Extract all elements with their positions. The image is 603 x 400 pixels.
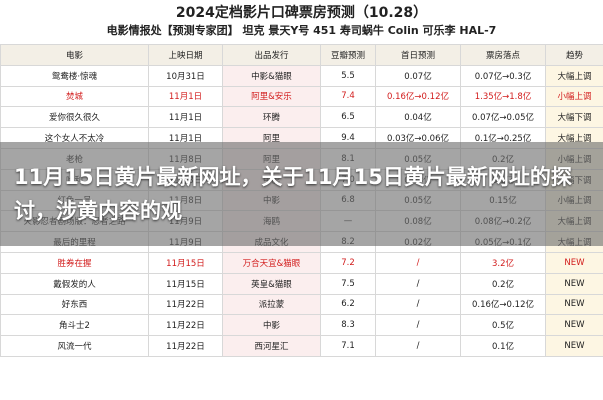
table-cell: 阿里&安乐 bbox=[222, 85, 321, 108]
table-cell: 11月22日 bbox=[148, 314, 223, 337]
table-cell: 7.1 bbox=[320, 335, 376, 357]
table-cell: / bbox=[375, 314, 461, 337]
table-cell: / bbox=[375, 293, 461, 316]
table-cell: 1.35亿→1.8亿 bbox=[460, 85, 546, 108]
table-cell: 11月1日 bbox=[148, 85, 223, 108]
overlay-headline: 11月15日黄片最新网址，关于11月15日黄片最新网址的探讨，涉黄内容的观 bbox=[0, 142, 603, 246]
table-cell: 0.5亿 bbox=[460, 314, 546, 337]
table-cell: 0.16亿→0.12亿 bbox=[460, 293, 546, 316]
table-cell: 11月22日 bbox=[148, 293, 223, 316]
table-cell: 0.16亿→0.12亿 bbox=[375, 85, 461, 108]
table-cell: 0.07亿→0.05亿 bbox=[460, 106, 546, 129]
table-cell: 英皇&猫眼 bbox=[222, 272, 321, 295]
column-header: 上映日期 bbox=[148, 44, 223, 66]
column-header: 趋势 bbox=[545, 44, 603, 66]
table-cell: / bbox=[375, 335, 461, 357]
table-row: 戴假发的人 11月15日 英皇&猫眼 7.5/0.2亿 NEW bbox=[0, 272, 603, 295]
title: 2024定档影片口碑票房预测（10.28） bbox=[175, 5, 428, 21]
table-cell: 大幅上调 bbox=[545, 64, 603, 87]
table-cell: 爱你很久很久 bbox=[0, 106, 149, 129]
table-row: 爱你很久很久 11月1日 环腾 6.5 0.04亿 0.07亿→0.05亿 大幅下调 bbox=[0, 106, 603, 129]
table-cell: NEW bbox=[545, 251, 603, 274]
table-cell: 7.2 bbox=[320, 251, 376, 274]
table-cell: 11月15日 bbox=[148, 251, 223, 274]
table-cell: / bbox=[375, 272, 461, 295]
table-cell: 8.3 bbox=[320, 314, 376, 337]
column-header: 票房落点 bbox=[460, 44, 546, 66]
table-cell: 6.5 bbox=[320, 106, 376, 129]
table-cell: 中影 bbox=[222, 314, 321, 337]
table-cell: 胜券在握 bbox=[0, 251, 149, 274]
table-cell: 角斗士2 bbox=[0, 314, 149, 337]
table-cell: 0.04亿 bbox=[375, 106, 461, 129]
table-cell: 0.07亿→0.3亿 bbox=[460, 64, 546, 87]
table-cell: 万合天宜&猫眼 bbox=[222, 251, 321, 274]
table-cell: 11月1日 bbox=[148, 106, 223, 129]
table-cell: NEW bbox=[545, 314, 603, 337]
table-cell: 风流一代 bbox=[0, 335, 149, 357]
table-row: 焚城 11月1日 阿里&安乐 7.4 0.16亿→0.12亿 1.35亿→1.8亿 小幅上调 bbox=[0, 85, 603, 108]
column-header: 出品发行 bbox=[222, 44, 321, 66]
table-cell: 大幅下调 bbox=[545, 106, 603, 129]
table-cell: NEW bbox=[545, 293, 603, 316]
table-cell: 11月15日 bbox=[148, 272, 223, 295]
table-cell: 10月31日 bbox=[148, 64, 223, 87]
table-cell: 7.5 bbox=[320, 272, 376, 295]
table-cell: 0.2亿 bbox=[460, 272, 546, 295]
table-cell: 11月22日 bbox=[148, 335, 223, 357]
table-cell: 5.5 bbox=[320, 64, 376, 87]
table-cell: 好东西 bbox=[0, 293, 149, 316]
table-row: 好东西 11月22日 派拉蒙 6.2/0.16亿→0.12亿 NEW bbox=[0, 293, 603, 316]
subtitle: 电影情报处【预测专家团】 坦克 景天Y号 451 寿司蜗牛 Colin 可乐李 … bbox=[106, 24, 497, 37]
table-row: 鸳鸯楼·惊魂 10月31日 中影&猫眼 5.5 0.07亿 0.07亿→0.3亿 大幅上调 bbox=[0, 64, 603, 87]
table-cell: 7.4 bbox=[320, 85, 376, 108]
table-cell: NEW bbox=[545, 335, 603, 357]
table-cell: NEW bbox=[545, 272, 603, 295]
table-cell: 0.07亿 bbox=[375, 64, 461, 87]
table-cell: 中影&猫眼 bbox=[222, 64, 321, 87]
column-header: 首日预测 bbox=[375, 44, 461, 66]
table-cell: 0.1亿 bbox=[460, 335, 546, 357]
table-cell: 焚城 bbox=[0, 85, 149, 108]
table-cell: 鸳鸯楼·惊魂 bbox=[0, 64, 149, 87]
table-cell: / bbox=[375, 251, 461, 274]
table-cell: 6.2 bbox=[320, 293, 376, 316]
table-cell: 西河星汇 bbox=[222, 335, 321, 357]
header-row: 电影 上映日期 出品发行 豆瓣预测 首日预测 票房落点 趋势 bbox=[0, 44, 603, 66]
table-cell: 戴假发的人 bbox=[0, 272, 149, 295]
table-cell: 派拉蒙 bbox=[222, 293, 321, 316]
table-row: 风流一代 11月22日 西河星汇 7.1/0.1亿 NEW bbox=[0, 335, 603, 357]
column-header: 豆瓣预测 bbox=[320, 44, 376, 66]
table-row: 胜券在握 11月15日 万合天宜&猫眼 7.2/3.2亿 NEW bbox=[0, 251, 603, 274]
table-row: 角斗士2 11月22日 中影 8.3/0.5亿 NEW bbox=[0, 314, 603, 337]
column-header: 电影 bbox=[0, 44, 149, 66]
table-cell: 小幅上调 bbox=[545, 85, 603, 108]
table-cell: 环腾 bbox=[222, 106, 321, 129]
table-cell: 3.2亿 bbox=[460, 251, 546, 274]
